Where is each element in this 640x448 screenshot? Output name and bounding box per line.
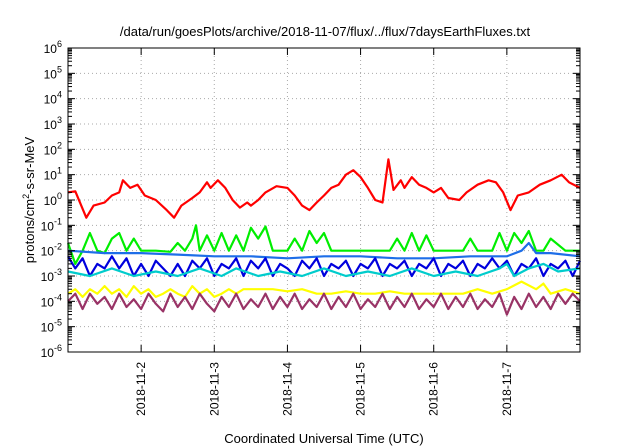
series-line-7 [67, 292, 581, 316]
x-tick-label: 2018-11-2 [134, 362, 148, 416]
series-line-2 [66, 224, 580, 265]
y-axis-label: protons/cm2-s-sr-MeV [21, 136, 37, 263]
y-tick-label: 106 [44, 39, 62, 56]
y-axis-label-prefix: protons/cm [22, 199, 37, 263]
x-tick-label: 2018-11-6 [427, 362, 441, 416]
series-line-3 [67, 241, 581, 260]
y-tick-label: 10-3 [41, 267, 62, 284]
y-tick-label: 103 [44, 115, 62, 132]
y-axis-label-suffix: -s-sr-MeV [22, 136, 37, 193]
y-tick-label: 104 [44, 90, 62, 107]
x-tick-label: 2018-11-5 [354, 362, 368, 416]
y-tick-label: 10-6 [41, 343, 62, 360]
series-line-1 [67, 158, 581, 219]
x-tick-label: 2018-11-7 [500, 362, 514, 416]
y-tick-label: 10-5 [41, 318, 62, 335]
y-tick-label: 102 [44, 140, 62, 157]
y-axis-label-sup: 2 [21, 194, 31, 199]
y-tick-label: 101 [44, 166, 62, 183]
series-group [66, 158, 581, 316]
y-tick-label: 100 [44, 191, 62, 208]
series-line-4 [67, 255, 581, 278]
chart-title: /data/run/goesPlots/archive/2018-11-07/f… [120, 24, 531, 39]
x-tick-label: 2018-11-4 [280, 362, 294, 416]
y-tick-label: 10-2 [41, 242, 62, 259]
y-tick-label: 105 [44, 64, 62, 81]
x-axis: 2018-11-2 2018-11-3 2018-11-4 2018-11-5 2018… [134, 48, 514, 416]
y-tick-label: 10-1 [41, 216, 62, 233]
series-line-5 [67, 262, 581, 278]
x-axis-label: Coordinated Universal Time (UTC) [224, 431, 423, 446]
x-tick-label: 2018-11-3 [207, 362, 221, 416]
y-axis: 10-6 10-5 10-4 10-3 10-2 10-1 100 101 102 103 104 1… [41, 39, 580, 360]
series-line-6 [67, 280, 581, 298]
y-tick-label: 10-4 [41, 292, 62, 309]
